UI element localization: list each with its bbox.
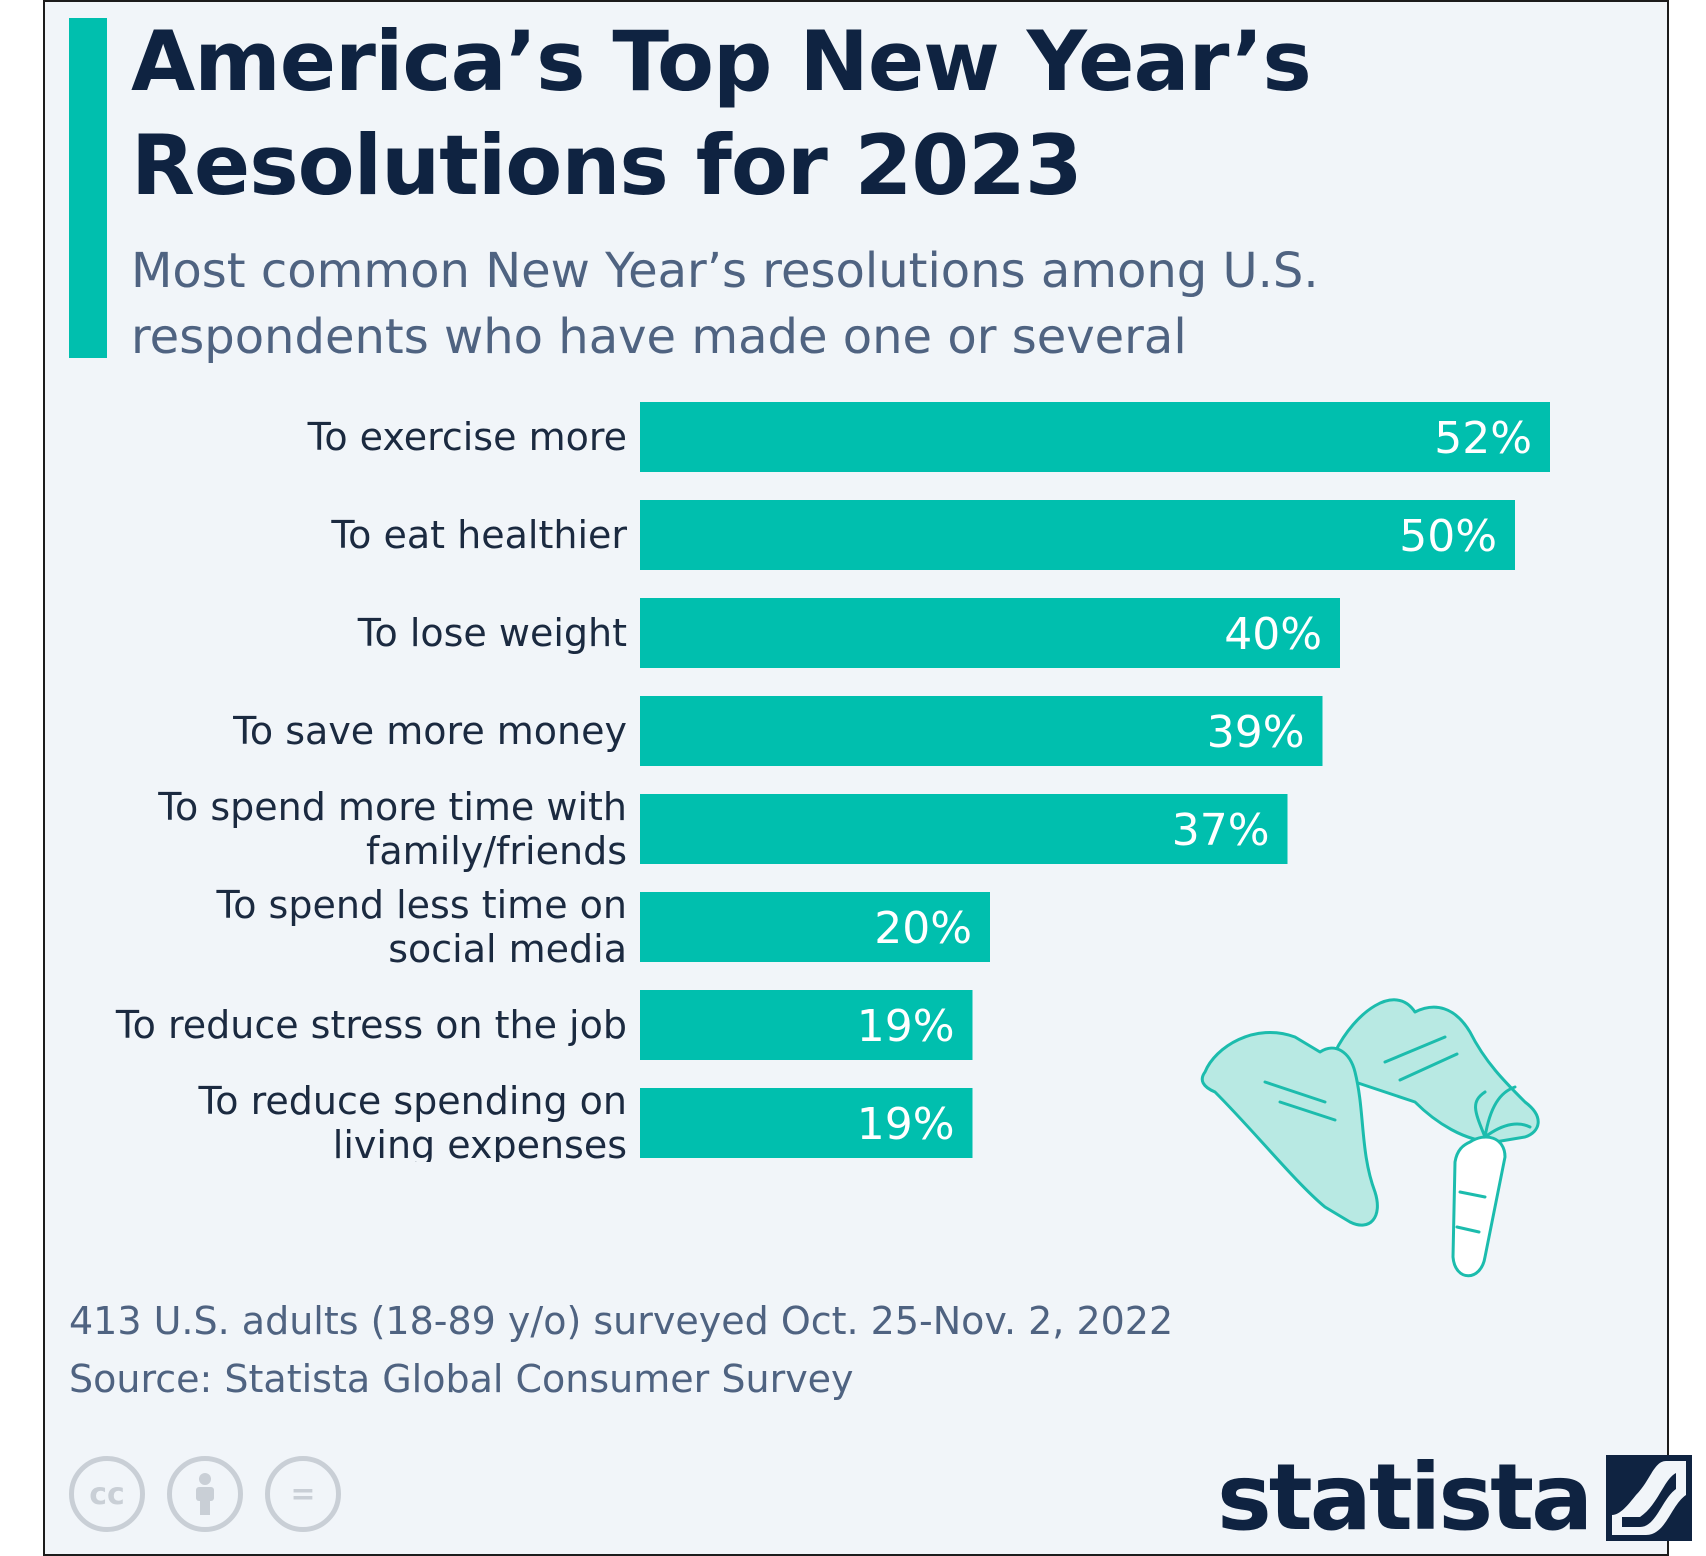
value-label-7: 19% xyxy=(857,1099,955,1150)
bar-chart: 52% To exercise more 50% To eat healthier 40… xyxy=(115,402,1550,1162)
bar-6 xyxy=(640,990,973,1060)
sneakers-illustration xyxy=(1200,998,1540,1278)
value-label-2: 40% xyxy=(1224,609,1322,660)
category-label-6: To reduce stress on the job xyxy=(115,1003,627,1047)
no-derivatives-icon[interactable]: = xyxy=(265,1456,341,1532)
category-label-1: To eat healthier xyxy=(330,513,627,557)
value-label-3: 39% xyxy=(1207,707,1305,758)
bar-5 xyxy=(640,892,990,962)
category-label-0: To exercise more xyxy=(307,415,627,459)
value-label-0: 52% xyxy=(1434,413,1532,464)
license-icons: cc = xyxy=(69,1456,341,1532)
bar-4 xyxy=(640,794,1288,864)
bar-3 xyxy=(640,696,1323,766)
category-label-2: To lose weight xyxy=(357,611,627,655)
bar-0 xyxy=(640,402,1550,472)
value-label-1: 50% xyxy=(1399,511,1497,562)
value-label-6: 19% xyxy=(857,1001,955,1052)
accent-bar xyxy=(69,18,107,358)
bar-1 xyxy=(640,500,1515,570)
statista-logo-icon xyxy=(1606,1455,1693,1541)
brand-wordmark: statista xyxy=(1217,1444,1593,1551)
bar-2 xyxy=(640,598,1340,668)
value-label-4: 37% xyxy=(1172,805,1270,856)
statista-logo[interactable]: statista xyxy=(1217,1444,1693,1551)
footnote: 413 U.S. adults (18-89 y/o) surveyed Oct… xyxy=(69,1292,1173,1408)
value-label-5: 20% xyxy=(874,903,972,954)
category-label-4: To spend more time with family/friends xyxy=(157,785,627,873)
category-label-5: To spend less time on social media xyxy=(215,883,627,971)
chart-subtitle: Most common New Year’s resolutions among… xyxy=(131,243,1319,365)
category-label-7: To reduce spending on living expenses xyxy=(198,1079,627,1162)
chart-title: America’s Top New Year’s Resolutions for… xyxy=(131,13,1312,214)
bar-7 xyxy=(640,1088,973,1158)
survey-note: 413 U.S. adults (18-89 y/o) surveyed Oct… xyxy=(69,1299,1174,1343)
attribution-icon[interactable] xyxy=(167,1456,243,1532)
category-label-3: To save more money xyxy=(232,709,627,753)
infographic-frame: America’s Top New Year’s Resolutions for… xyxy=(43,0,1693,1556)
cc-icon[interactable]: cc xyxy=(69,1456,145,1532)
source-note: Source: Statista Global Consumer Survey xyxy=(69,1357,854,1401)
